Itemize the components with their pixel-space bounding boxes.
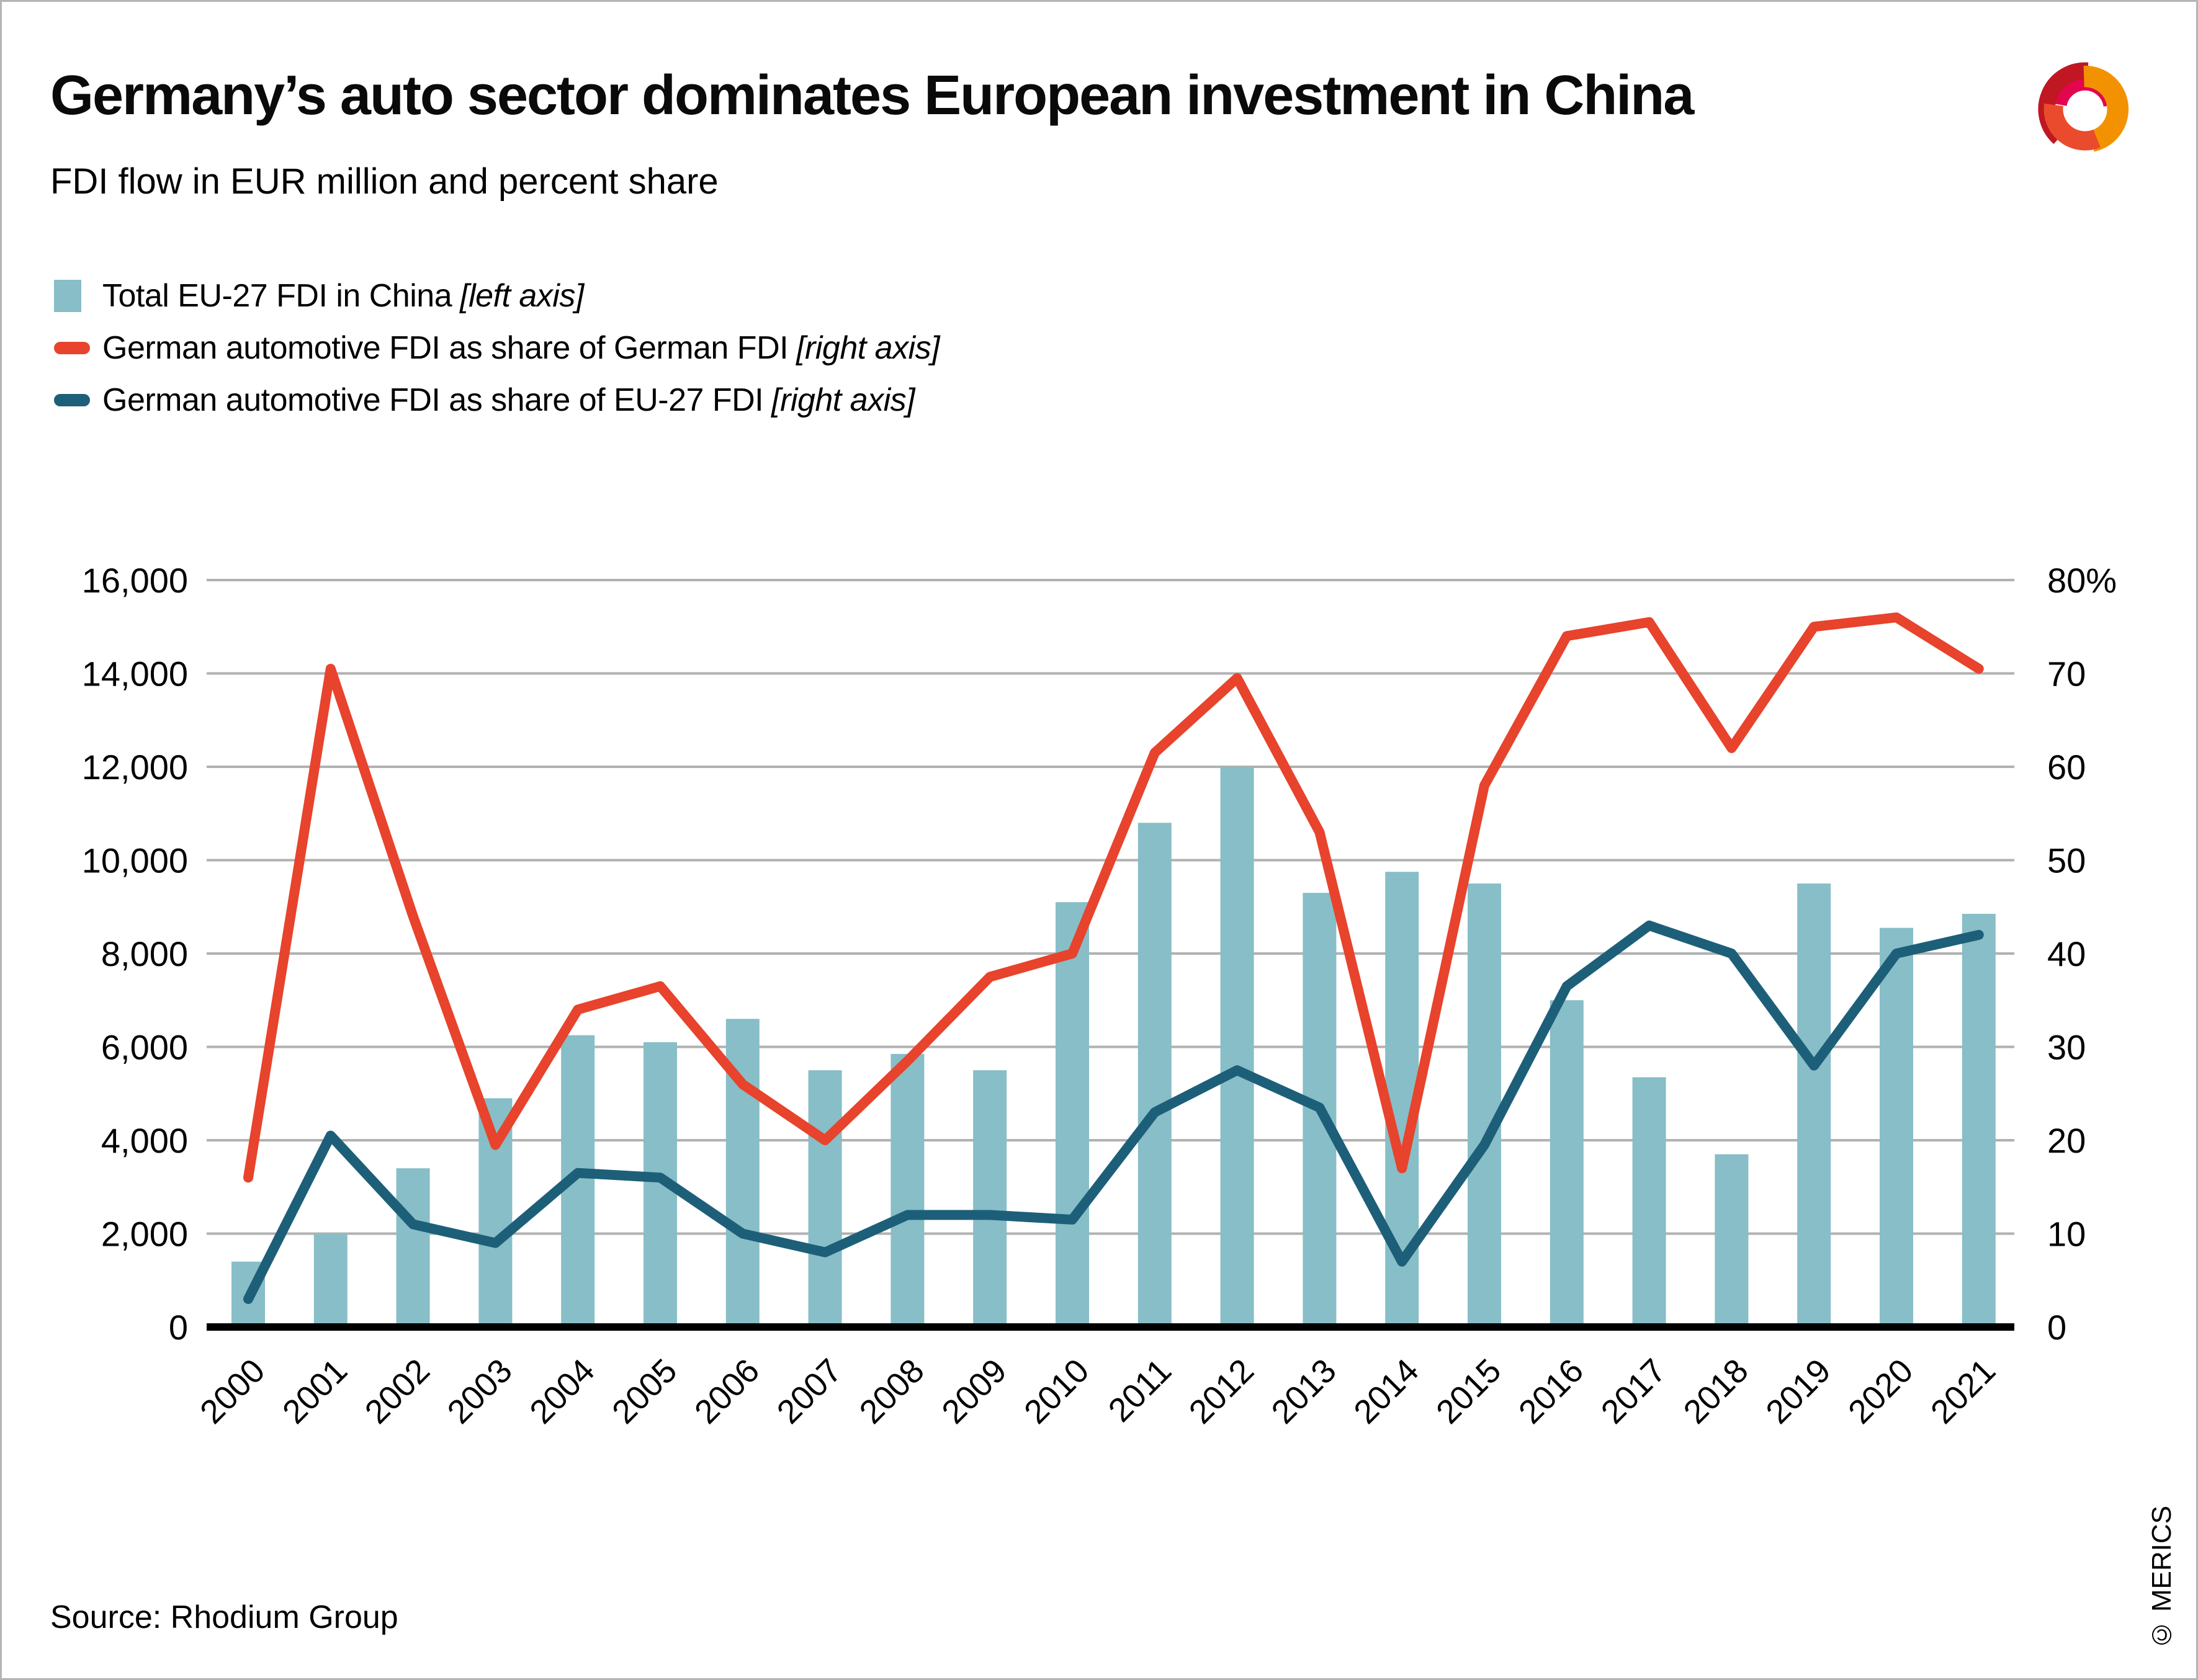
- bar-2015: [1468, 883, 1501, 1327]
- legend: Total EU-27 FDI in China [left axis] Ger…: [54, 278, 940, 418]
- x-axis-label-2016: 2016: [1512, 1352, 1590, 1431]
- source-note: Source: Rhodium Group: [50, 1599, 398, 1635]
- right-axis-tick: 40: [2047, 934, 2086, 973]
- legend-label: Total EU-27 FDI in China: [102, 278, 452, 314]
- legend-bar-swatch-icon: [54, 280, 102, 312]
- left-axis-tick: 16,000: [82, 561, 188, 600]
- bar-2021: [1962, 914, 1996, 1327]
- x-axis-label-2015: 2015: [1429, 1352, 1508, 1431]
- right-axis-tick: 10: [2047, 1215, 2086, 1254]
- right-axis-tick: 30: [2047, 1028, 2086, 1067]
- right-axis-tick: 20: [2047, 1121, 2086, 1160]
- x-axis-label-2003: 2003: [441, 1352, 519, 1431]
- bar-2011: [1137, 823, 1172, 1327]
- x-axis-label-2008: 2008: [853, 1352, 931, 1431]
- x-axis-label-2006: 2006: [688, 1352, 766, 1431]
- legend-axis-note: [left axis]: [460, 278, 584, 314]
- left-axis-tick: 0: [169, 1308, 188, 1347]
- bar-2018: [1715, 1154, 1749, 1327]
- x-axis-label-2010: 2010: [1017, 1352, 1096, 1431]
- left-axis-tick: 8,000: [101, 934, 188, 973]
- bar-2019: [1797, 883, 1831, 1327]
- x-axis-label-2019: 2019: [1759, 1352, 1837, 1431]
- x-axis-line: [207, 1323, 2014, 1331]
- line-german-automotive-share-of-eu27-fdi: [243, 920, 1984, 1304]
- x-axis-label-2018: 2018: [1677, 1352, 1756, 1431]
- line-german-automotive-share-of-german-fdi: [243, 612, 1984, 1183]
- legend-label: German automotive FDI as share of German…: [102, 330, 789, 366]
- right-axis-tick: 70: [2047, 655, 2086, 694]
- right-axis-tick: 0: [2047, 1308, 2066, 1347]
- left-axis-tick-labels: 0 2,000 4,000 6,000 8,000 10,000 12,000 14,000 1…: [82, 561, 188, 1347]
- legend-item-total-eu27-fdi: Total EU-27 FDI in China [left axis]: [54, 278, 940, 314]
- left-axis-tick: 4,000: [101, 1121, 188, 1160]
- x-axis-labels: 2000 2001 2002 2003 2004 2005 2006 2007 2008 2009…: [193, 1352, 2003, 1431]
- legend-line-swatch-icon: [54, 394, 102, 406]
- bar-2016: [1550, 1000, 1584, 1327]
- copyright-note: © MERICS: [2146, 1505, 2177, 1650]
- bar-2001: [313, 1233, 348, 1327]
- page-subtitle: FDI flow in EUR million and percent shar…: [50, 161, 719, 202]
- legend-item-german-share-of-german-fdi: German automotive FDI as share of German…: [54, 330, 940, 366]
- x-axis-label-2002: 2002: [358, 1352, 437, 1431]
- bar-2009: [973, 1070, 1007, 1327]
- legend-axis-note: [right axis]: [771, 382, 915, 418]
- x-axis-label-2005: 2005: [605, 1352, 684, 1431]
- bar-2002: [396, 1168, 430, 1327]
- x-axis-label-2009: 2009: [935, 1352, 1013, 1431]
- bar-2010: [1056, 902, 1089, 1327]
- merics-logo-icon: [2038, 62, 2129, 152]
- right-axis-tick-labels: 0 10 20 30 40 50 60 70 80%: [2047, 561, 2117, 1347]
- bar-2017: [1632, 1077, 1666, 1327]
- left-axis-tick: 6,000: [101, 1028, 188, 1067]
- legend-axis-note: [right axis]: [796, 330, 940, 366]
- bar-2007: [808, 1070, 842, 1327]
- left-axis-tick: 2,000: [101, 1215, 188, 1254]
- x-axis-label-2014: 2014: [1347, 1352, 1425, 1431]
- x-axis-label-2017: 2017: [1594, 1352, 1673, 1431]
- x-axis-label-2013: 2013: [1265, 1352, 1343, 1431]
- left-axis-tick: 10,000: [82, 841, 188, 880]
- page-title: Germany’s auto sector dominates European…: [50, 65, 1694, 127]
- right-axis-tick: 80%: [2047, 561, 2117, 600]
- x-axis-label-2011: 2011: [1101, 1352, 1179, 1429]
- x-axis-label-2004: 2004: [523, 1352, 601, 1431]
- merics-logo-ribbon: [2083, 65, 2129, 152]
- right-axis-tick: 50: [2047, 841, 2086, 880]
- x-axis-label-2020: 2020: [1841, 1352, 1920, 1431]
- left-axis-tick: 12,000: [82, 748, 188, 787]
- x-axis-label-2000: 2000: [193, 1352, 272, 1431]
- bar-2008: [890, 1053, 925, 1327]
- right-axis-tick: 60: [2047, 748, 2086, 787]
- merics-logo-ribbon: [2043, 103, 2101, 151]
- bar-2012: [1220, 767, 1254, 1327]
- legend-label: German automotive FDI as share of EU-27 …: [102, 382, 764, 418]
- x-axis-label-2021: 2021: [1924, 1352, 2003, 1431]
- legend-line-swatch-icon: [54, 342, 102, 354]
- x-axis-label-2012: 2012: [1182, 1352, 1261, 1431]
- bars-total-eu27-fdi: [231, 767, 1996, 1327]
- legend-item-german-share-of-eu27-fdi: German automotive FDI as share of EU-27 …: [54, 382, 940, 418]
- x-axis-label-2007: 2007: [770, 1352, 849, 1431]
- gridlines: [207, 579, 2014, 1235]
- x-axis-label-2001: 2001: [276, 1352, 354, 1431]
- left-axis-tick: 14,000: [82, 655, 188, 694]
- bar-2020: [1880, 927, 1913, 1327]
